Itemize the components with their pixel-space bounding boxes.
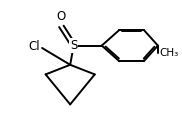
Text: CH₃: CH₃ — [160, 48, 179, 58]
Text: S: S — [70, 39, 77, 52]
Text: O: O — [57, 10, 66, 23]
Text: Cl: Cl — [29, 40, 40, 53]
